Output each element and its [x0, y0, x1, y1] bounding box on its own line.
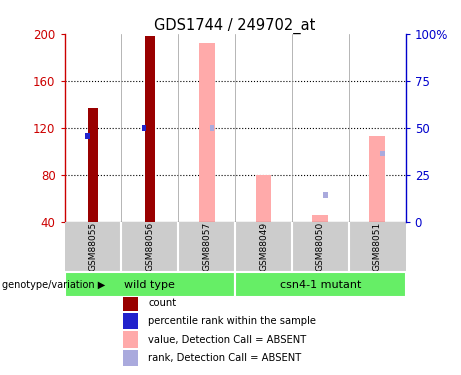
- Text: count: count: [148, 298, 176, 307]
- Text: GSM88049: GSM88049: [259, 222, 268, 272]
- Bar: [255, 175, 272, 222]
- Bar: [313, 214, 328, 222]
- Text: csn4-1 mutant: csn4-1 mutant: [280, 280, 361, 290]
- Bar: [65, 272, 235, 297]
- Bar: [123, 332, 138, 348]
- Bar: [369, 136, 385, 222]
- Bar: [88, 108, 98, 222]
- Bar: [123, 313, 138, 329]
- Bar: [145, 36, 155, 222]
- Bar: [123, 350, 138, 366]
- Bar: [380, 151, 384, 156]
- Text: wild type: wild type: [124, 280, 175, 290]
- Bar: [199, 43, 215, 222]
- Text: GSM88055: GSM88055: [89, 222, 97, 272]
- Text: genotype/variation ▶: genotype/variation ▶: [2, 280, 106, 290]
- Bar: [209, 125, 214, 130]
- Text: GSM88050: GSM88050: [316, 222, 325, 272]
- Title: GDS1744 / 249702_at: GDS1744 / 249702_at: [154, 18, 316, 34]
- Bar: [235, 272, 406, 297]
- Text: GSM88056: GSM88056: [145, 222, 154, 272]
- Bar: [85, 133, 89, 139]
- Bar: [142, 125, 147, 130]
- Text: GSM88057: GSM88057: [202, 222, 211, 272]
- Text: percentile rank within the sample: percentile rank within the sample: [148, 316, 316, 326]
- Text: rank, Detection Call = ABSENT: rank, Detection Call = ABSENT: [148, 353, 301, 363]
- Bar: [323, 192, 328, 198]
- Text: value, Detection Call = ABSENT: value, Detection Call = ABSENT: [148, 334, 307, 345]
- Text: GSM88051: GSM88051: [373, 222, 382, 272]
- Bar: [123, 294, 138, 311]
